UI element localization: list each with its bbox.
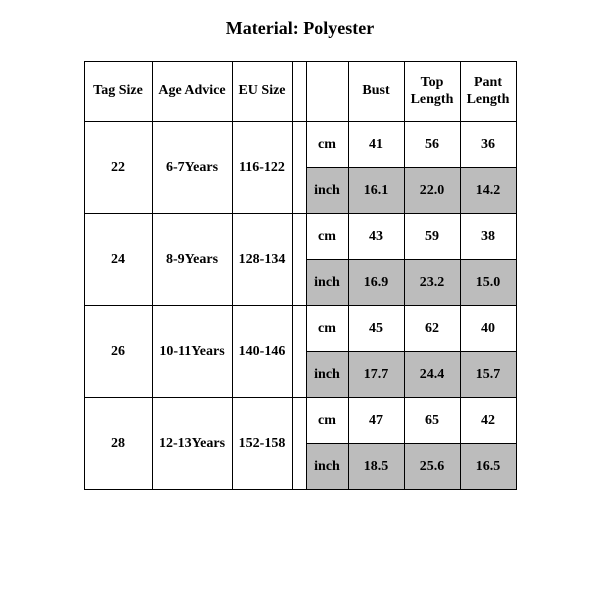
col-eu-size: EU Size [232, 62, 292, 122]
col-bust: Bust [348, 62, 404, 122]
col-top-length: Top Length [404, 62, 460, 122]
cell-spacer [292, 306, 306, 398]
cell-eu-size: 128-134 [232, 214, 292, 306]
cell-unit-inch: inch [306, 444, 348, 490]
cell-eu-size: 140-146 [232, 306, 292, 398]
cell-top-cm: 62 [404, 306, 460, 352]
col-tag-size: Tag Size [84, 62, 152, 122]
cell-bust-inch: 16.9 [348, 260, 404, 306]
cell-unit-inch: inch [306, 168, 348, 214]
cell-spacer [292, 214, 306, 306]
cell-top-cm: 56 [404, 122, 460, 168]
header-row: Tag Size Age Advice EU Size Bust Top Len… [84, 62, 516, 122]
page-title: Material: Polyester [0, 0, 600, 61]
cell-pant-inch: 15.7 [460, 352, 516, 398]
cell-pant-cm: 40 [460, 306, 516, 352]
cell-bust-cm: 47 [348, 398, 404, 444]
table-row: 226-7Years116-122cm415636 [84, 122, 516, 168]
cell-pant-cm: 36 [460, 122, 516, 168]
cell-age-advice: 6-7Years [152, 122, 232, 214]
cell-top-inch: 24.4 [404, 352, 460, 398]
cell-tag-size: 22 [84, 122, 152, 214]
cell-unit-cm: cm [306, 214, 348, 260]
cell-pant-cm: 42 [460, 398, 516, 444]
cell-age-advice: 10-11Years [152, 306, 232, 398]
cell-bust-cm: 43 [348, 214, 404, 260]
col-age-advice: Age Advice [152, 62, 232, 122]
cell-tag-size: 26 [84, 306, 152, 398]
size-chart-table: Tag Size Age Advice EU Size Bust Top Len… [84, 61, 517, 490]
cell-age-advice: 12-13Years [152, 398, 232, 490]
cell-unit-inch: inch [306, 352, 348, 398]
cell-tag-size: 28 [84, 398, 152, 490]
cell-bust-inch: 17.7 [348, 352, 404, 398]
cell-unit-cm: cm [306, 306, 348, 352]
table-row: 248-9Years128-134cm435938 [84, 214, 516, 260]
cell-unit-inch: inch [306, 260, 348, 306]
cell-top-cm: 65 [404, 398, 460, 444]
cell-age-advice: 8-9Years [152, 214, 232, 306]
col-unit [306, 62, 348, 122]
cell-top-cm: 59 [404, 214, 460, 260]
cell-bust-inch: 16.1 [348, 168, 404, 214]
cell-pant-cm: 38 [460, 214, 516, 260]
cell-unit-cm: cm [306, 122, 348, 168]
cell-unit-cm: cm [306, 398, 348, 444]
cell-pant-inch: 16.5 [460, 444, 516, 490]
cell-top-inch: 25.6 [404, 444, 460, 490]
cell-eu-size: 152-158 [232, 398, 292, 490]
col-spacer [292, 62, 306, 122]
table-row: 2812-13Years152-158cm476542 [84, 398, 516, 444]
cell-top-inch: 23.2 [404, 260, 460, 306]
cell-pant-inch: 15.0 [460, 260, 516, 306]
cell-eu-size: 116-122 [232, 122, 292, 214]
cell-bust-cm: 45 [348, 306, 404, 352]
cell-spacer [292, 398, 306, 490]
cell-pant-inch: 14.2 [460, 168, 516, 214]
cell-bust-inch: 18.5 [348, 444, 404, 490]
cell-spacer [292, 122, 306, 214]
col-pant-length: Pant Length [460, 62, 516, 122]
cell-bust-cm: 41 [348, 122, 404, 168]
cell-tag-size: 24 [84, 214, 152, 306]
cell-top-inch: 22.0 [404, 168, 460, 214]
table-row: 2610-11Years140-146cm456240 [84, 306, 516, 352]
